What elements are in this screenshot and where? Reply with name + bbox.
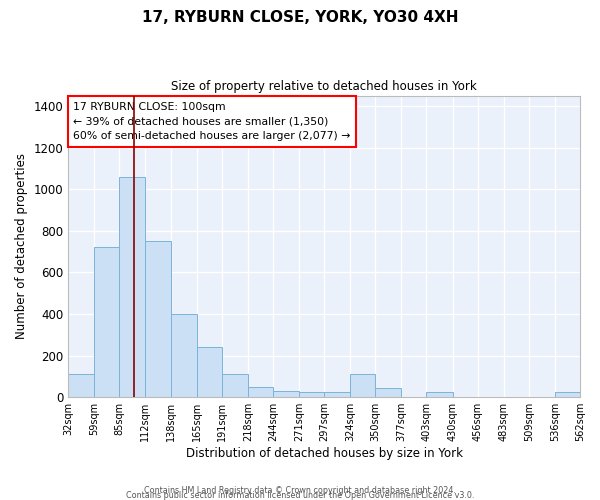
Bar — [94, 248, 119, 397]
Text: Contains public sector information licensed under the Open Government Licence v3: Contains public sector information licen… — [126, 491, 474, 500]
X-axis label: Distribution of detached houses by size in York: Distribution of detached houses by size … — [185, 447, 463, 460]
Bar — [68, 374, 94, 397]
Bar — [170, 314, 197, 397]
Bar — [248, 387, 273, 397]
Bar — [324, 392, 350, 397]
Bar — [299, 392, 324, 397]
Bar — [375, 388, 401, 397]
Bar — [222, 374, 248, 397]
Bar — [555, 392, 580, 397]
Bar — [197, 348, 222, 397]
Y-axis label: Number of detached properties: Number of detached properties — [15, 154, 28, 340]
Bar — [119, 176, 145, 397]
Bar — [427, 392, 452, 397]
Text: Contains HM Land Registry data © Crown copyright and database right 2024.: Contains HM Land Registry data © Crown c… — [144, 486, 456, 495]
Title: Size of property relative to detached houses in York: Size of property relative to detached ho… — [171, 80, 477, 93]
Text: 17 RYBURN CLOSE: 100sqm
← 39% of detached houses are smaller (1,350)
60% of semi: 17 RYBURN CLOSE: 100sqm ← 39% of detache… — [73, 102, 350, 141]
Bar — [350, 374, 375, 397]
Bar — [145, 241, 170, 397]
Text: 17, RYBURN CLOSE, YORK, YO30 4XH: 17, RYBURN CLOSE, YORK, YO30 4XH — [142, 10, 458, 25]
Bar — [273, 391, 299, 397]
